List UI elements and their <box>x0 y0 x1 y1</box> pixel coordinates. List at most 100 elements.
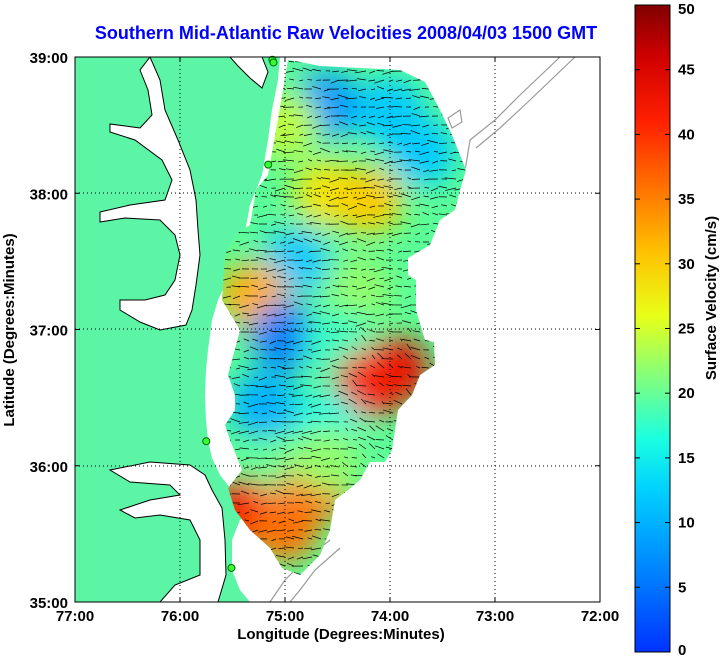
velocity-arrow <box>293 150 304 153</box>
velocity-arrow <box>240 490 250 495</box>
velocity-arrow <box>410 346 421 351</box>
velocity-arrow <box>236 367 241 370</box>
velocity-arrow <box>345 427 349 432</box>
velocity-arrow <box>286 562 295 567</box>
velocity-arrow <box>334 304 340 307</box>
velocity-arrow <box>381 302 394 306</box>
velocity-arrow <box>368 79 376 82</box>
velocity-arrow <box>334 151 340 154</box>
velocity-arrow <box>351 87 358 90</box>
velocity-arrow <box>271 420 277 423</box>
velocity-arrow <box>419 95 430 99</box>
velocity-arrow <box>266 304 277 307</box>
velocity-arrow <box>298 232 304 235</box>
velocity-arrow <box>301 205 313 209</box>
velocity-arrow <box>284 466 295 470</box>
velocity-arrow <box>306 474 313 477</box>
velocity-arrow <box>311 509 322 513</box>
velocity-arrow <box>330 331 340 333</box>
velocity-arrow <box>288 277 295 280</box>
velocity-arrow <box>342 248 349 252</box>
velocity-arrow <box>341 384 349 387</box>
colorbar-tick-label: 30 <box>678 256 695 273</box>
velocity-arrow <box>331 294 340 297</box>
velocity-arrow <box>360 462 367 468</box>
velocity-arrow <box>371 354 376 360</box>
velocity-arrow <box>247 483 259 486</box>
velocity-arrow <box>284 457 295 461</box>
velocity-arrow <box>361 334 367 342</box>
velocity-arrow <box>312 238 322 243</box>
velocity-arrow <box>314 304 322 308</box>
velocity-arrow <box>383 149 394 153</box>
velocity-arrow <box>322 133 331 136</box>
velocity-arrow <box>244 519 250 522</box>
velocity-arrow <box>332 339 340 342</box>
velocity-arrow <box>441 204 448 207</box>
velocity-arrow <box>231 358 241 361</box>
velocity-arrow <box>430 187 439 192</box>
velocity-arrow <box>343 355 349 360</box>
velocity-arrow <box>407 327 412 333</box>
velocity-arrow <box>262 366 268 369</box>
velocity-arrow <box>339 241 349 246</box>
velocity-arrow <box>376 256 385 261</box>
velocity-arrow <box>293 385 304 390</box>
velocity-arrow <box>348 320 358 324</box>
velocity-arrow <box>421 142 430 146</box>
velocity-arrow <box>374 284 385 288</box>
velocity-arrow <box>233 268 241 272</box>
velocity-arrow <box>338 196 349 200</box>
velocity-arrow <box>376 249 385 252</box>
velocity-arrow <box>279 168 286 171</box>
velocity-arrow <box>390 160 403 164</box>
velocity-arrow <box>296 250 304 254</box>
velocity-arrow <box>358 366 367 369</box>
velocity-arrow <box>299 96 304 99</box>
velocity-arrow <box>292 187 304 190</box>
velocity-arrow <box>293 329 304 333</box>
velocity-arrow <box>284 448 295 453</box>
velocity-arrow <box>351 160 358 163</box>
velocity-arrow <box>404 311 412 315</box>
velocity-arrow <box>293 412 304 416</box>
velocity-arrow <box>393 399 403 405</box>
velocity-arrow <box>377 178 385 181</box>
velocity-arrow <box>307 159 313 162</box>
velocity-arrow <box>366 277 376 282</box>
velocity-arrow <box>313 193 322 198</box>
velocity-arrow <box>365 313 376 316</box>
velocity-arrow <box>292 67 304 72</box>
velocity-arrow <box>324 106 331 110</box>
velocity-arrow <box>306 313 313 317</box>
velocity-arrow <box>303 142 313 147</box>
velocity-arrow <box>407 240 412 243</box>
velocity-arrow <box>342 88 349 90</box>
velocity-arrow <box>285 168 295 171</box>
velocity-arrow <box>368 329 376 333</box>
velocity-arrow <box>359 96 367 99</box>
velocity-arrow <box>242 373 250 378</box>
colorbar-tick-label: 40 <box>678 126 695 143</box>
velocity-arrow <box>360 151 367 154</box>
velocity-arrow <box>292 430 304 434</box>
velocity-arrow <box>357 436 367 441</box>
velocity-arrow <box>423 195 430 198</box>
velocity-arrow <box>361 142 367 145</box>
velocity-arrow <box>324 510 331 513</box>
velocity-arrow <box>375 97 385 101</box>
velocity-arrow <box>307 421 313 424</box>
velocity-arrow <box>330 97 340 101</box>
x-tick-label: 75:00 <box>266 608 304 625</box>
velocity-arrow <box>312 484 322 488</box>
velocity-arrow <box>371 347 376 351</box>
velocity-arrow <box>329 196 340 202</box>
velocity-arrow <box>294 403 304 406</box>
velocity-arrow <box>377 322 385 325</box>
velocity-arrow <box>296 484 304 488</box>
colorbar-label: Surface Velocity (cm/s) <box>703 216 720 380</box>
velocity-arrow <box>339 104 349 108</box>
velocity-arrow <box>289 313 295 315</box>
velocity-arrow <box>364 420 376 423</box>
velocity-arrow <box>305 104 313 108</box>
